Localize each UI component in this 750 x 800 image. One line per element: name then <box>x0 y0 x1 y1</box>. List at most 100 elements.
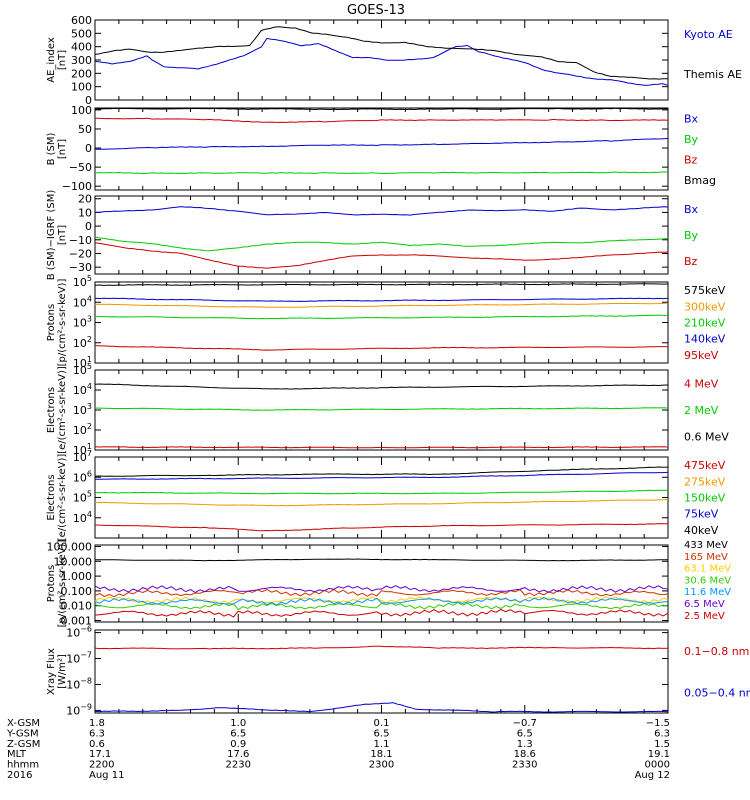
series-line <box>95 206 669 216</box>
y-tick-label: 105 <box>73 490 92 505</box>
y-tick-label: −50 <box>69 161 92 174</box>
series-line <box>94 407 669 411</box>
y-tick-label: 0 <box>85 94 92 107</box>
y-tick-label: 101 <box>73 442 92 457</box>
series-line <box>94 596 669 606</box>
legend-label: 6.5 MeV <box>684 599 725 610</box>
legend-label: 63.1 MeV <box>684 564 731 575</box>
y-axis-label: [W/m²] <box>57 654 68 689</box>
legend-label: 0.6 MeV <box>684 431 729 444</box>
y-tick-label: 102 <box>73 335 92 350</box>
y-tick-label: 104 <box>73 294 92 309</box>
y-tick-label: 10 <box>78 206 92 219</box>
y-tick-label: 20 <box>78 193 92 206</box>
ephemeris-value: 2330 <box>512 760 537 771</box>
legend-label: Bx <box>684 203 699 216</box>
y-tick-label: 102 <box>73 422 92 437</box>
y-tick-label: 10−9 <box>66 702 92 717</box>
y-tick-label: 107 <box>73 449 92 464</box>
series-line <box>94 446 669 449</box>
y-axis-label: Xray Flux <box>46 648 57 695</box>
series-line <box>94 26 669 80</box>
y-axis-label: B (SM) <box>46 132 57 165</box>
y-tick-label: 104 <box>73 510 92 525</box>
y-axis-label: Protons <box>46 565 57 602</box>
y-tick-label: −30 <box>69 261 92 274</box>
series-line <box>94 297 669 302</box>
legend-label: 210keV <box>684 317 726 330</box>
series-line <box>94 523 668 532</box>
ephemeris-row-label: hhmm <box>7 760 39 771</box>
ephemeris-value: 1.3 <box>517 739 533 750</box>
legend-label: 4 MeV <box>684 377 719 390</box>
y-axis-label: [p/(cm²-s-sr-keV)] <box>57 279 68 367</box>
legend-label: 95keV <box>684 349 719 362</box>
ephemeris-value: Aug 12 <box>635 770 670 781</box>
ephemeris-value: 1.5 <box>654 739 670 750</box>
ephemeris-value: 0.1 <box>374 718 390 729</box>
legend-label: 275keV <box>684 475 726 488</box>
series-line <box>94 702 669 713</box>
ephemeris-value: 6.5 <box>517 728 533 739</box>
y-tick-label: 106 <box>73 469 92 484</box>
series-line <box>94 645 669 650</box>
y-tick-label: −10 <box>69 234 92 247</box>
series-line <box>94 107 668 111</box>
y-tick-label: 10−6 <box>66 625 92 640</box>
legend-label: 150keV <box>684 492 726 505</box>
legend-label: Kyoto AE <box>684 28 733 41</box>
ephemeris-value: 17.1 <box>89 749 111 760</box>
y-tick-label: 50 <box>78 123 92 136</box>
series-line <box>94 242 669 269</box>
y-tick-label: 104 <box>73 382 92 397</box>
ephemeris-row-label: Y-GSM <box>6 728 39 739</box>
legend-label: 30.6 MeV <box>684 575 731 586</box>
y-axis-label: Electrons <box>46 474 57 520</box>
series-line <box>94 236 669 252</box>
panel-frame <box>94 629 669 714</box>
y-tick-label: 0.100 <box>61 585 93 598</box>
y-tick-label: 105 <box>73 362 92 377</box>
series-line <box>94 138 669 150</box>
series-line <box>94 383 669 390</box>
y-axis-label: [nT] <box>57 50 68 70</box>
panel-frame <box>94 369 669 451</box>
legend-label: 575keV <box>684 284 726 297</box>
ephemeris-value: 18.1 <box>370 749 392 760</box>
legend-label: 300keV <box>684 300 726 313</box>
ephemeris-row-label: 2016 <box>7 770 32 781</box>
legend-label: 11.6 MeV <box>684 587 731 598</box>
ephemeris-value: 18.6 <box>514 749 536 760</box>
series-line <box>94 585 669 593</box>
y-tick-label: 0 <box>85 220 92 233</box>
y-tick-label: −100 <box>62 180 92 193</box>
legend-label: 40keV <box>684 524 719 537</box>
chart-title: GOES-13 <box>347 3 405 18</box>
y-tick-label: 500 <box>71 27 92 40</box>
legend-label: 2 MeV <box>684 404 719 417</box>
legend-label: Bz <box>684 153 698 166</box>
series-line <box>94 558 668 562</box>
ephemeris-value: 2230 <box>226 760 251 771</box>
legend-label: Bmag <box>684 174 716 187</box>
y-axis-label: [nT] <box>57 139 68 159</box>
ephemeris-value: −0.7 <box>513 718 537 729</box>
y-tick-label: 103 <box>73 315 92 330</box>
ephemeris-value: 2300 <box>369 760 394 771</box>
legend-label: 0.05−0.4 nm <box>684 686 750 699</box>
y-tick-label: 0.010 <box>61 600 93 613</box>
y-tick-label: 400 <box>71 41 92 54</box>
ephemeris-value: 1.0 <box>230 718 246 729</box>
series-line <box>94 314 668 320</box>
legend-label: 140keV <box>684 333 726 346</box>
ephemeris-value: 19.1 <box>648 749 670 760</box>
y-tick-label: 103 <box>73 402 92 417</box>
series-line <box>94 601 669 611</box>
ephemeris-value: 0000 <box>645 760 670 771</box>
series-line <box>94 466 669 477</box>
y-tick-label: 300 <box>71 54 92 67</box>
y-tick-label: −20 <box>69 247 92 260</box>
y-tick-label: 600 <box>71 14 92 27</box>
